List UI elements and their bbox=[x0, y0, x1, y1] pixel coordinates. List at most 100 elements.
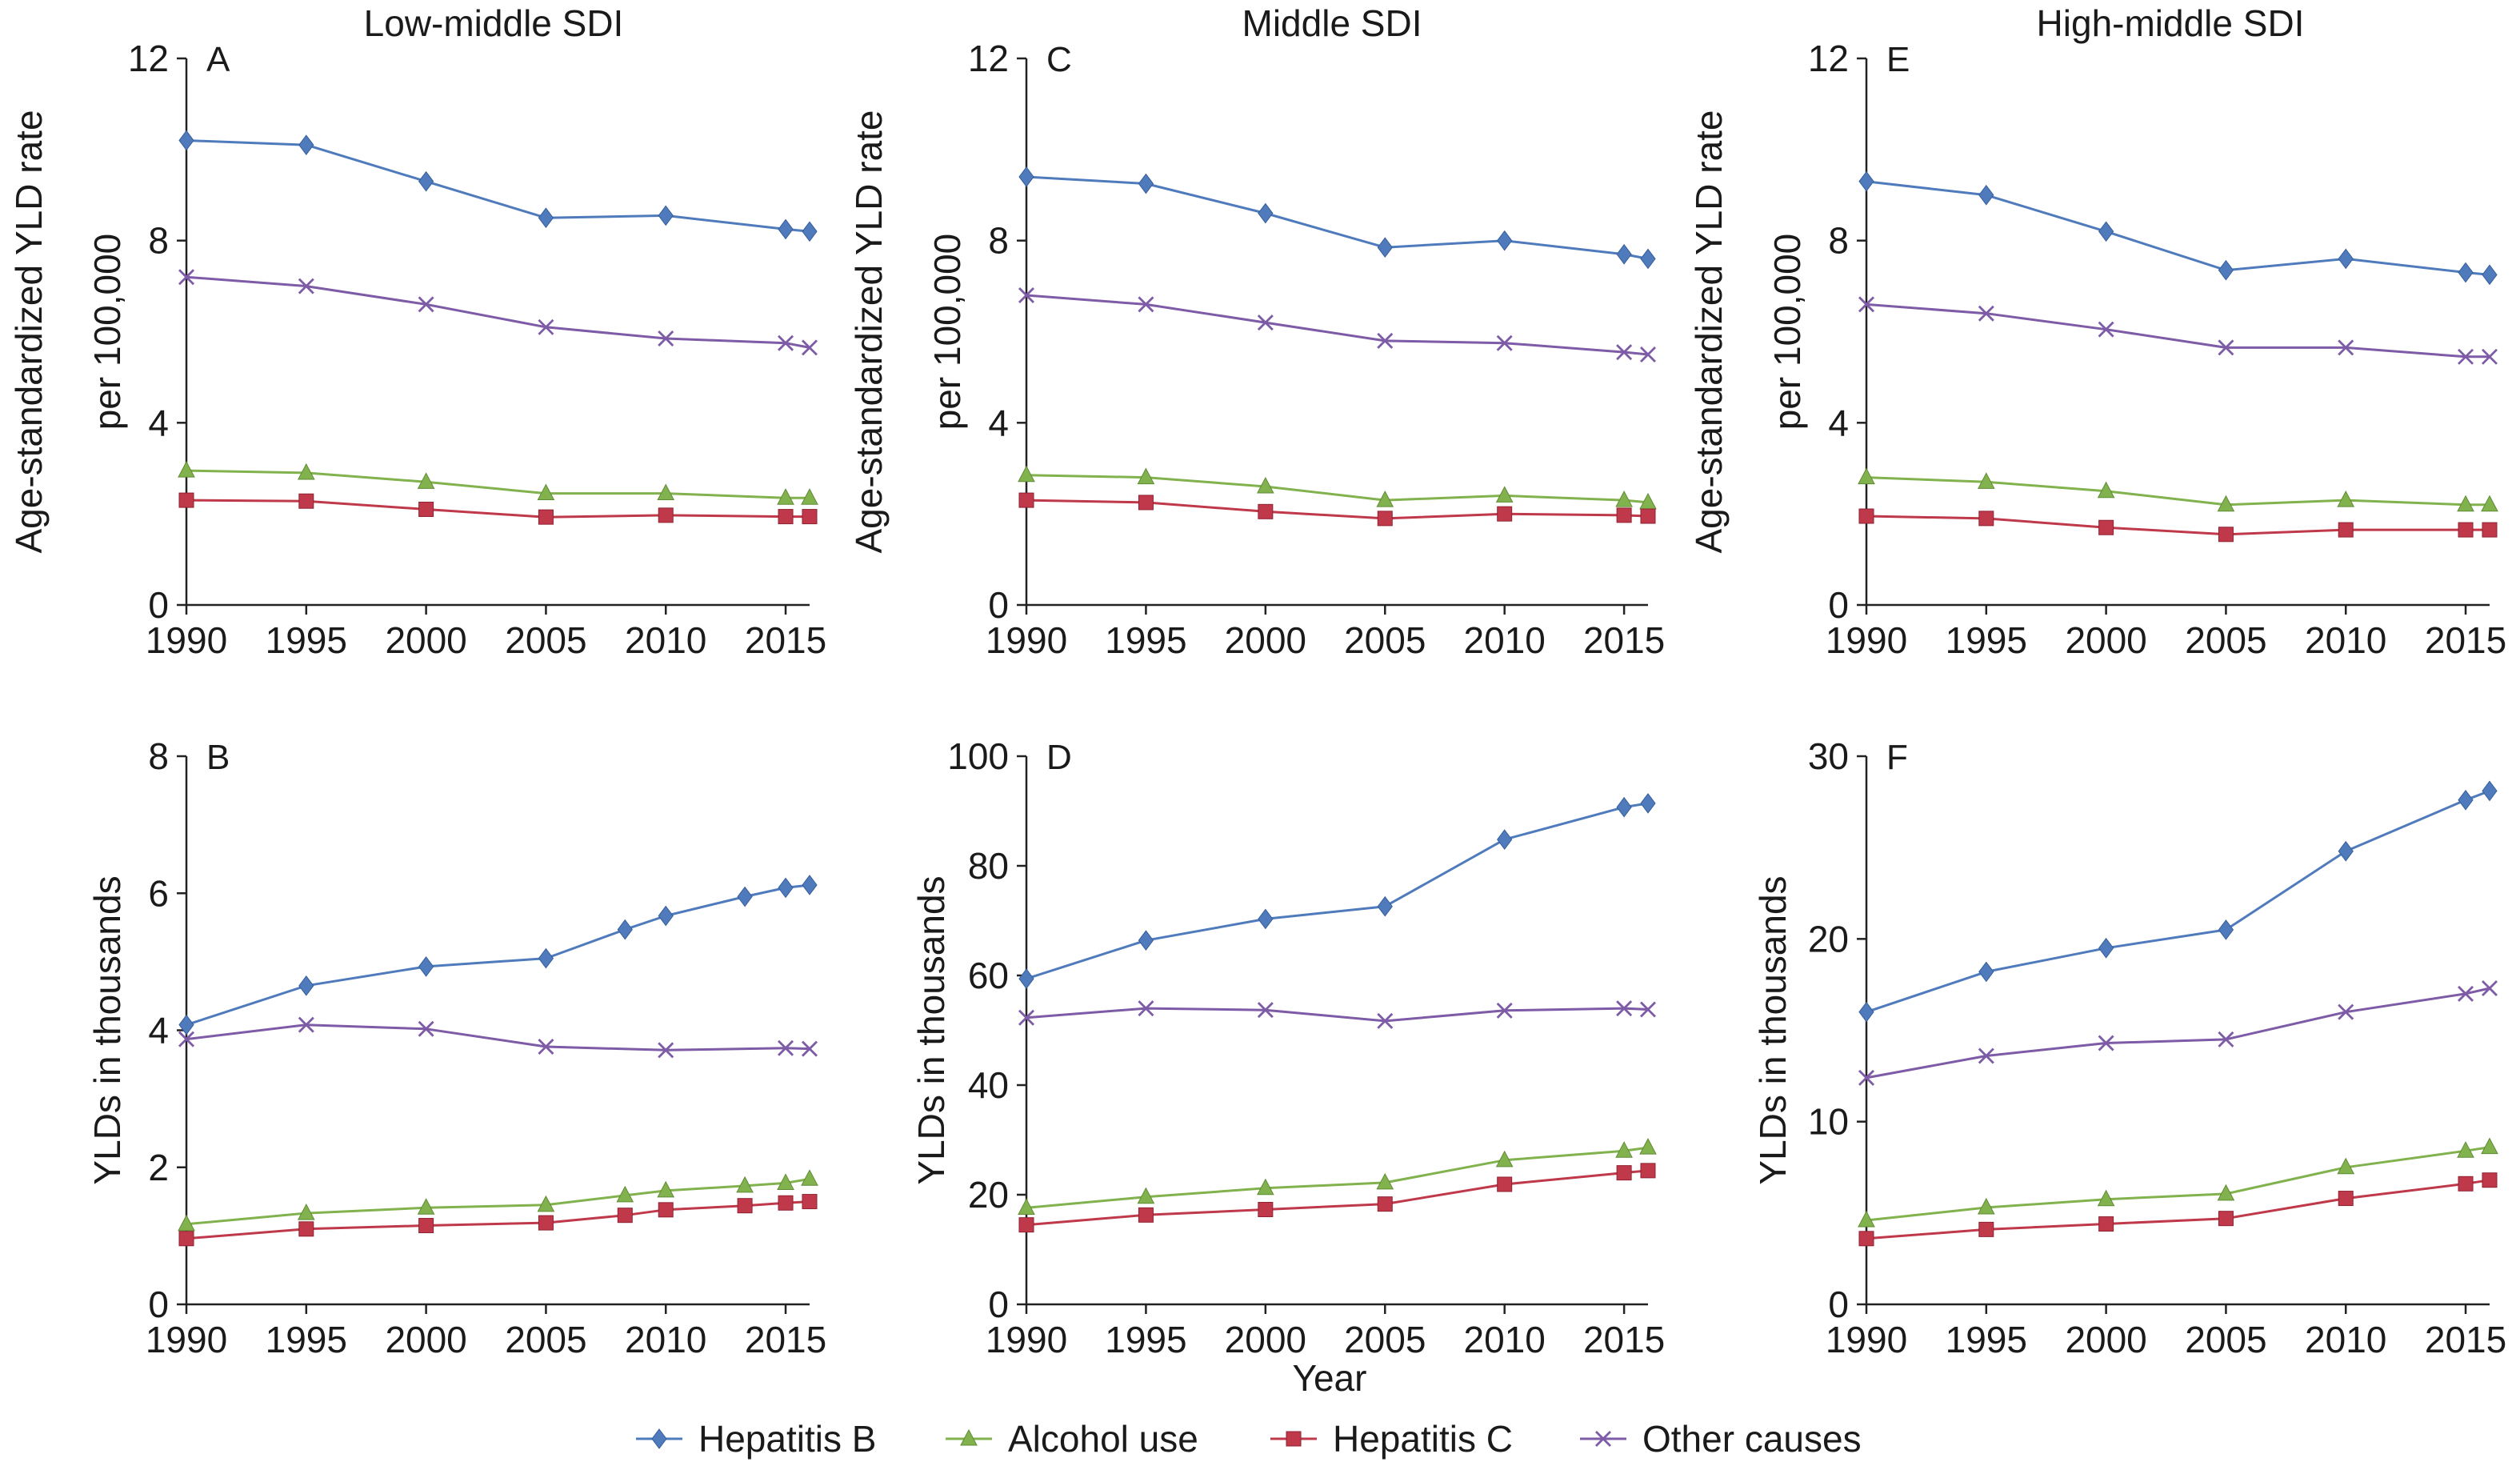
data-point-alcohol-use bbox=[1018, 1198, 1035, 1215]
data-point-hepatitis-c bbox=[1138, 1207, 1154, 1223]
data-point-hepatitis-c bbox=[1258, 503, 1274, 519]
data-point-alcohol-use bbox=[801, 1169, 818, 1186]
data-point-other-causes bbox=[2218, 339, 2234, 356]
data-point-hepatitis-c bbox=[298, 1221, 314, 1237]
series-other-causes bbox=[1858, 979, 2498, 1086]
panel-letter: A bbox=[206, 40, 230, 79]
y-tick-label: 8 bbox=[148, 220, 169, 262]
data-point-hepatitis-b bbox=[658, 205, 674, 226]
data-point-hepatitis-b bbox=[778, 218, 794, 240]
series-line-hepatitis-c bbox=[1866, 515, 2490, 536]
data-point-alcohol-use bbox=[537, 1195, 555, 1212]
series-other-causes bbox=[178, 1016, 818, 1059]
x-tick-label: 1990 bbox=[1826, 1319, 1907, 1360]
series-hepatitis-b bbox=[1858, 780, 2498, 1023]
data-point-alcohol-use bbox=[616, 1185, 634, 1203]
data-point-other-causes bbox=[2458, 985, 2474, 1002]
series-hepatitis-b bbox=[1018, 793, 1656, 989]
data-point-alcohol-use bbox=[1376, 1172, 1394, 1190]
series-line-alcohol-use bbox=[186, 1177, 810, 1226]
series-hepatitis-c bbox=[178, 1194, 818, 1247]
data-point-alcohol-use bbox=[2097, 481, 2115, 499]
panel-d: 0 20 40 60 80 100 1990 1995 2000 2005 2010 2015 D YLD… bbox=[910, 735, 1665, 1360]
data-point-other-causes bbox=[802, 339, 818, 356]
y-tick-label: 4 bbox=[1828, 402, 1849, 443]
series-line-hepatitis-c bbox=[1026, 499, 1649, 520]
data-point-other-causes bbox=[298, 278, 314, 294]
data-point-alcohol-use bbox=[801, 488, 818, 505]
data-point-alcohol-use bbox=[1257, 476, 1274, 494]
data-point-hepatitis-c bbox=[1640, 1163, 1656, 1179]
y-tick-label: 8 bbox=[148, 735, 169, 777]
x-tick-label: 2005 bbox=[1344, 619, 1426, 661]
y-tick-label: 12 bbox=[1808, 38, 1849, 79]
data-point-hepatitis-b bbox=[298, 134, 314, 155]
series-line-other-causes bbox=[186, 275, 810, 349]
series-line-other-causes bbox=[186, 1023, 810, 1051]
data-point-hepatitis-b bbox=[737, 886, 753, 907]
data-point-hepatitis-c bbox=[1978, 511, 1994, 527]
y-tick-label: 0 bbox=[1828, 1284, 1849, 1325]
panel-f: 0 10 20 30 1990 1995 2000 2005 2010 2015 F YLDs in … bbox=[1752, 735, 2506, 1360]
x-tick-label: 2015 bbox=[745, 619, 826, 661]
legend-item-alcohol-use: Alcohol use bbox=[946, 1418, 1198, 1460]
data-point-alcohol-use bbox=[2217, 495, 2235, 512]
data-point-hepatitis-b bbox=[617, 919, 633, 940]
series-line-hepatitis-b bbox=[1026, 175, 1649, 260]
series-other-causes bbox=[1858, 296, 2498, 365]
y-axis-title: YLDs in thousands bbox=[910, 875, 952, 1184]
y-tick-label: 0 bbox=[988, 584, 1009, 626]
data-point-hepatitis-c bbox=[2458, 1176, 2474, 1192]
data-point-hepatitis-c bbox=[1858, 1231, 1874, 1247]
series-alcohol-use bbox=[178, 461, 818, 505]
data-point-hepatitis-b bbox=[1497, 230, 1513, 251]
series-line-hepatitis-c bbox=[186, 499, 810, 519]
data-point-hepatitis-c bbox=[2218, 527, 2234, 543]
data-point-hepatitis-b bbox=[2458, 262, 2474, 283]
series-line-hepatitis-b bbox=[186, 883, 810, 1027]
x-tick-label: 2000 bbox=[385, 1319, 466, 1360]
data-point-other-causes bbox=[1138, 1000, 1154, 1017]
series-hepatitis-b bbox=[1858, 170, 2498, 286]
data-point-hepatitis-b bbox=[1858, 1001, 1874, 1023]
data-point-other-causes bbox=[1018, 286, 1034, 303]
series-line-hepatitis-b bbox=[1026, 802, 1649, 980]
y-axis-title: YLDs in thousands bbox=[86, 875, 128, 1184]
panel-b: 0 2 4 6 8 1990 1995 2000 2005 2010 2015 B YLDs in th… bbox=[86, 735, 826, 1360]
data-point-hepatitis-b bbox=[1138, 173, 1154, 194]
x-tick-label: 1990 bbox=[986, 619, 1067, 661]
data-point-hepatitis-c bbox=[1377, 1196, 1393, 1212]
data-point-other-causes bbox=[1496, 334, 1513, 351]
data-point-hepatitis-c bbox=[538, 1215, 554, 1231]
data-point-hepatitis-c bbox=[658, 507, 674, 523]
data-point-hepatitis-c bbox=[2482, 522, 2498, 538]
x-tick-label: 1995 bbox=[1946, 619, 2027, 661]
series-hepatitis-c bbox=[1018, 492, 1656, 527]
data-point-alcohol-use bbox=[2457, 1141, 2474, 1158]
x-tick-label: 1990 bbox=[146, 1319, 227, 1360]
data-point-hepatitis-b bbox=[2098, 221, 2114, 242]
series-hepatitis-b bbox=[178, 130, 818, 242]
panel-letter: D bbox=[1046, 738, 1072, 777]
data-point-hepatitis-c bbox=[617, 1208, 633, 1224]
x-tick-label: 1995 bbox=[1105, 1319, 1186, 1360]
y-tick-label: 0 bbox=[148, 1284, 169, 1325]
x-tick-label: 1990 bbox=[1826, 619, 1907, 661]
data-point-hepatitis-b bbox=[538, 207, 554, 229]
data-point-hepatitis-b bbox=[1497, 829, 1513, 850]
data-point-alcohol-use bbox=[2457, 495, 2474, 512]
data-point-alcohol-use bbox=[777, 1173, 794, 1190]
data-point-hepatitis-c bbox=[778, 509, 794, 525]
y-tick-label: 4 bbox=[148, 402, 169, 443]
data-point-hepatitis-b bbox=[802, 875, 818, 895]
series-hepatitis-c bbox=[1858, 508, 2498, 543]
data-point-hepatitis-b bbox=[1258, 908, 1274, 930]
x-tick-label: 1995 bbox=[266, 1319, 347, 1360]
x-tick-label: 2010 bbox=[625, 1319, 706, 1360]
x-tick-label: 2015 bbox=[2425, 1319, 2506, 1360]
series-alcohol-use bbox=[1858, 1137, 2498, 1228]
y-axis-title: per 100,000 bbox=[926, 234, 968, 431]
data-point-other-causes bbox=[778, 334, 794, 351]
y-tick-label: 100 bbox=[947, 735, 1009, 777]
x-tick-label: 2010 bbox=[1464, 619, 1546, 661]
